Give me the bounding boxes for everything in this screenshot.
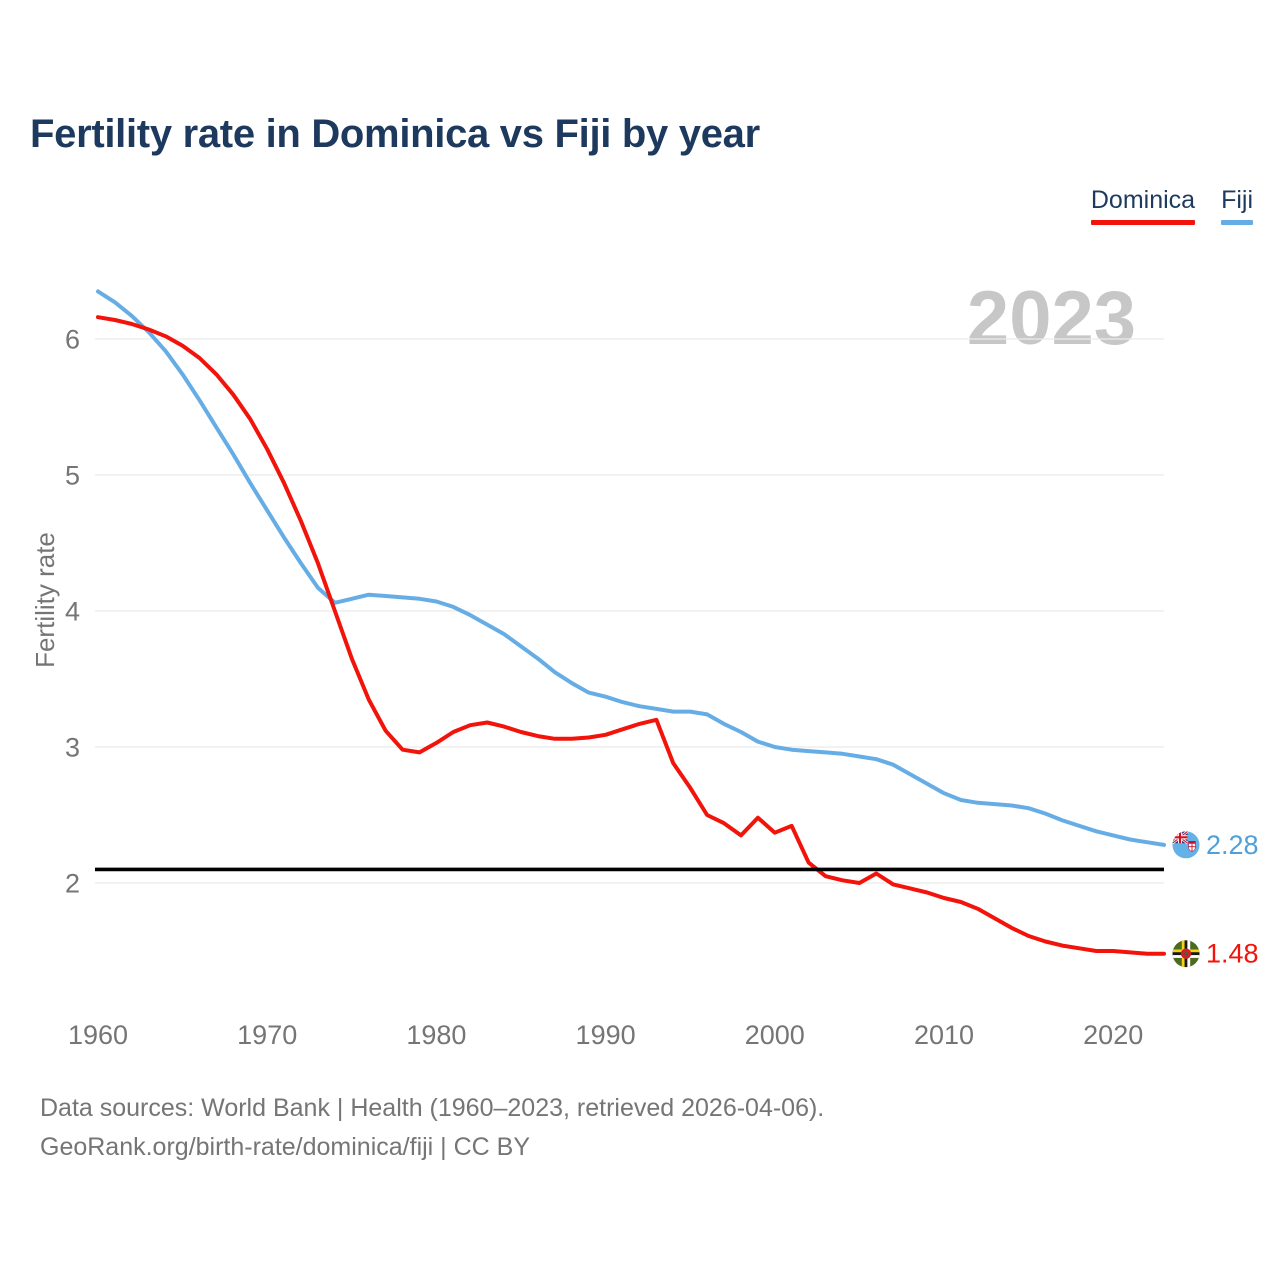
x-tick-label: 1970 bbox=[237, 1020, 297, 1050]
watermark-year: 2023 bbox=[967, 276, 1136, 361]
fiji-end-value: 2.28 bbox=[1206, 830, 1259, 860]
legend-underline-fiji bbox=[1221, 220, 1253, 225]
legend-label-dominica: Dominica bbox=[1090, 186, 1196, 214]
page-title: Fertility rate in Dominica vs Fiji by ye… bbox=[30, 112, 760, 156]
legend: Dominica Fiji bbox=[1090, 186, 1253, 225]
dominica-series-line[interactable] bbox=[96, 315, 1166, 956]
y-tick-label: 3 bbox=[65, 733, 80, 763]
x-tick-label: 1960 bbox=[68, 1020, 128, 1050]
legend-label-fiji: Fiji bbox=[1221, 186, 1253, 214]
series-lines bbox=[96, 289, 1166, 956]
y-tick-label: 4 bbox=[65, 597, 80, 627]
fiji-flag-icon bbox=[1172, 831, 1200, 859]
dominica-flag-icon bbox=[1172, 940, 1200, 968]
legend-item-fiji[interactable]: Fiji bbox=[1221, 186, 1253, 225]
source-line-2: GeoRank.org/birth-rate/dominica/fiji | C… bbox=[40, 1133, 531, 1161]
y-tick-label: 2 bbox=[65, 869, 80, 899]
y-axis-tick-labels: 2 3 4 5 6 bbox=[65, 325, 80, 899]
y-axis-label: Fertility rate bbox=[30, 532, 60, 668]
x-tick-label: 2000 bbox=[745, 1020, 805, 1050]
source-line-1: Data sources: World Bank | Health (1960–… bbox=[40, 1094, 825, 1122]
source-attribution: Data sources: World Bank | Health (1960–… bbox=[40, 1089, 824, 1167]
fiji-series-line[interactable] bbox=[96, 289, 1166, 847]
dominica-end-value: 1.48 bbox=[1206, 939, 1259, 969]
x-tick-label: 1980 bbox=[406, 1020, 466, 1050]
y-tick-label: 6 bbox=[65, 325, 80, 355]
gridlines bbox=[95, 338, 1164, 884]
legend-item-dominica[interactable]: Dominica bbox=[1090, 186, 1196, 225]
x-axis-tick-labels: 1960 1970 1980 1990 2000 2010 2020 bbox=[68, 1020, 1143, 1050]
legend-underline-dominica bbox=[1090, 220, 1196, 225]
y-tick-label: 5 bbox=[65, 461, 80, 491]
x-tick-label: 2020 bbox=[1083, 1020, 1143, 1050]
x-tick-label: 1990 bbox=[576, 1020, 636, 1050]
x-tick-label: 2010 bbox=[914, 1020, 974, 1050]
